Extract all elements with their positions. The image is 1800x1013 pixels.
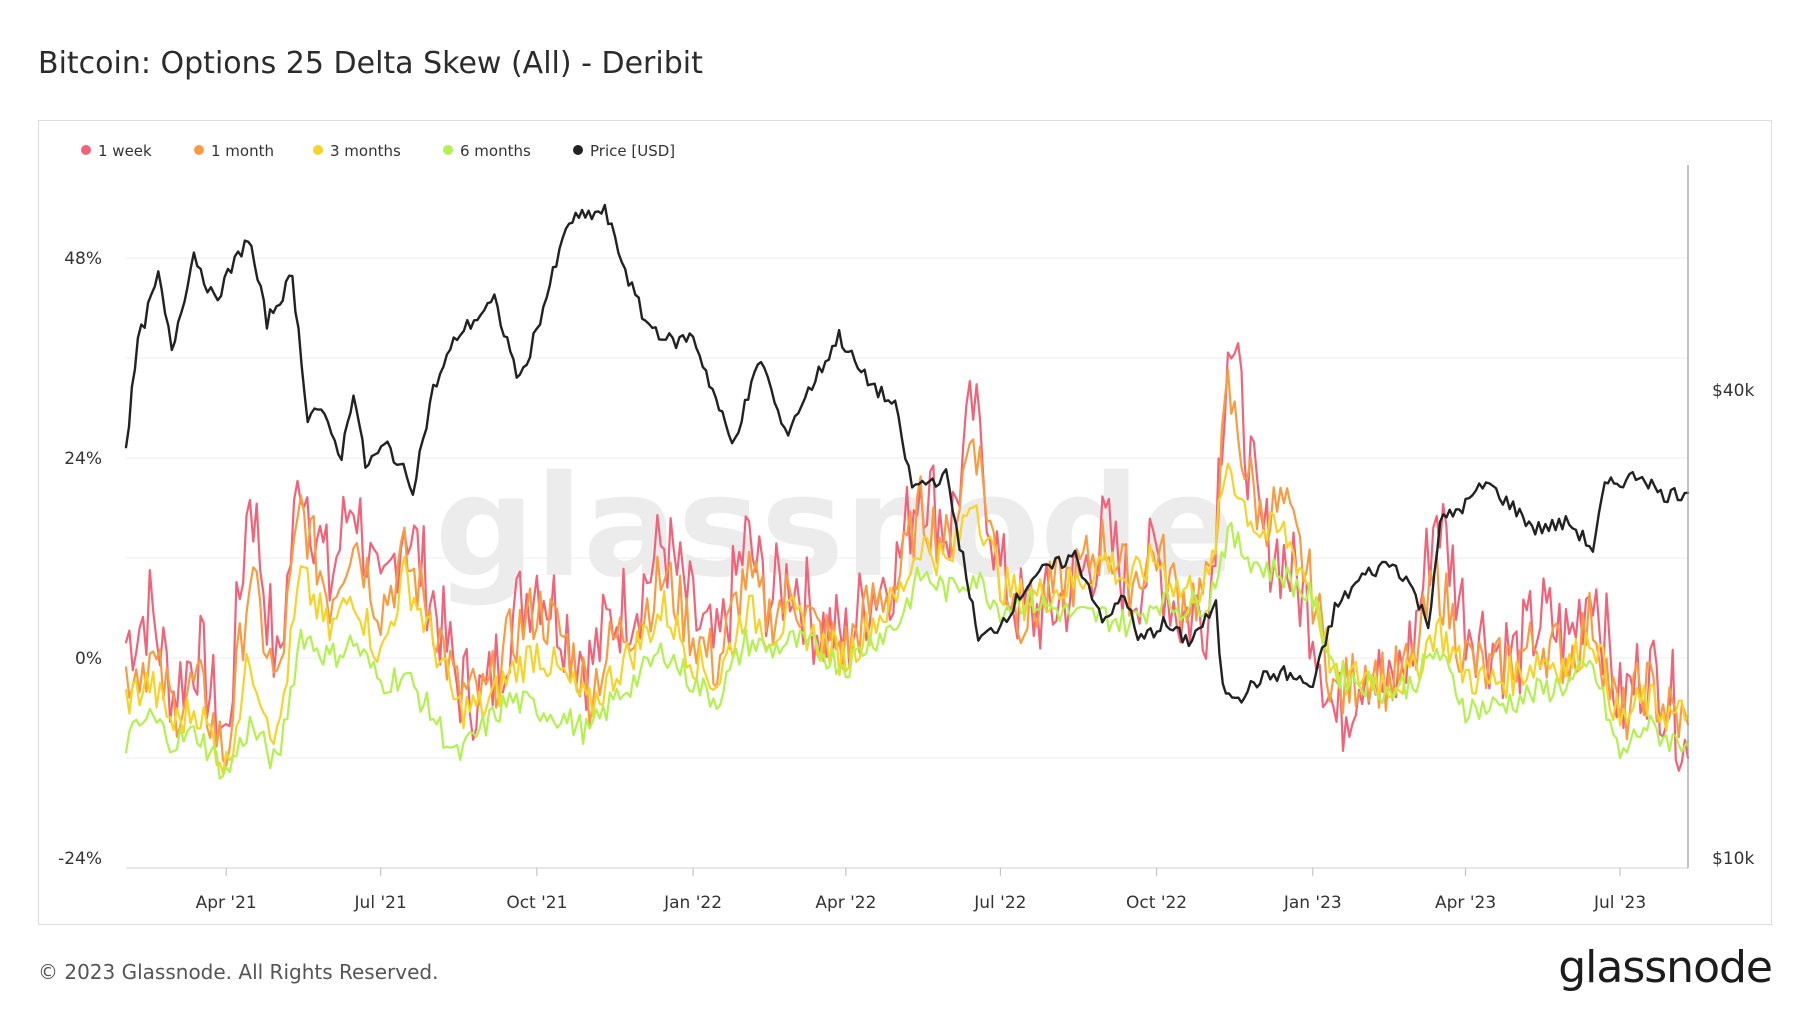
legend-label-month: 1 month [211, 142, 274, 160]
x-tick-label: Jul '22 [973, 893, 1026, 913]
legend-dot-month [194, 145, 204, 155]
series-line-month [124, 368, 1690, 767]
x-tick-label: Jan '22 [663, 893, 722, 913]
x-tick-label: Oct '22 [1126, 893, 1187, 913]
x-tick-label: Jul '21 [354, 893, 407, 913]
x-tick-label: Jul '23 [1593, 893, 1646, 913]
x-tick-label: Apr '21 [196, 893, 257, 913]
chart-frame [38, 120, 1772, 925]
y-left-tick-label: 0% [75, 649, 102, 669]
chart-title: Bitcoin: Options 25 Delta Skew (All) - D… [38, 46, 703, 81]
legend-dot-price [573, 145, 583, 155]
x-tick-label: Apr '22 [815, 893, 876, 913]
series-line-price [124, 203, 1690, 704]
y-left-tick-label: -24% [58, 849, 102, 869]
legend-label-week: 1 week [98, 142, 152, 160]
x-tick-label: Oct '21 [506, 893, 567, 913]
series-layer [124, 203, 1690, 780]
legend-label-three: 3 months [330, 142, 401, 160]
y-left-tick-label: 24% [64, 449, 102, 469]
x-tick-label: Apr '23 [1435, 893, 1496, 913]
y-right-tick-label: $10k [1712, 849, 1754, 869]
y-right-tick-label: $40k [1712, 381, 1754, 401]
y-left-tick-label: 48% [64, 249, 102, 269]
axis-layer: 48% 24% 0% -24% $40k $10k Apr '21 Jul '21 Oct '2… [58, 165, 1754, 913]
legend: 1 week 1 month 3 months 6 months Price [USD] [81, 142, 675, 160]
series-line-six [124, 521, 1690, 780]
legend-label-price: Price [USD] [590, 142, 675, 160]
series-line-week [124, 342, 1690, 772]
legend-dot-week [81, 145, 91, 155]
copyright-footer: © 2023 Glassnode. All Rights Reserved. [38, 960, 439, 984]
series-line-three [124, 462, 1690, 775]
brand-logo: glassnode [1558, 942, 1773, 993]
legend-dot-three [313, 145, 323, 155]
legend-label-six: 6 months [460, 142, 531, 160]
x-tick-label: Jan '23 [1283, 893, 1342, 913]
legend-dot-six [443, 145, 453, 155]
